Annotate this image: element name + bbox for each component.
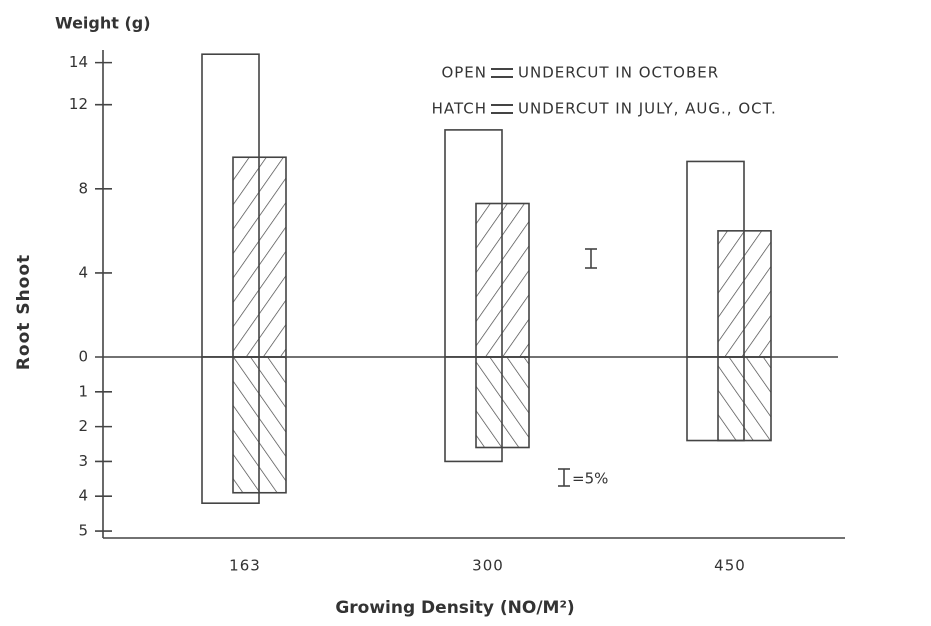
y-tick-label: 8 [78, 179, 88, 197]
y-label-top: Weight (g) [55, 14, 151, 33]
y-tick-label: 4 [78, 263, 88, 281]
x-tick-label: 300 [472, 557, 504, 575]
shoot-bar [475, 202, 530, 358]
shoot-bar [232, 156, 287, 358]
y-tick-label: 2 [78, 417, 88, 435]
y-tick-label: 4 [78, 487, 88, 505]
equals-sign [491, 68, 513, 78]
x-tick-label: 163 [229, 557, 261, 575]
y-tick-label: 3 [78, 452, 88, 470]
legend-description: UNDERCUT IN JULY, AUG., OCT. [518, 100, 777, 118]
y-tick-label: 14 [69, 53, 88, 71]
significance-bar [585, 248, 597, 269]
legend-name: OPEN [441, 64, 487, 82]
legend-description: UNDERCUT IN OCTOBER [518, 64, 719, 82]
shoot-bar [717, 230, 772, 358]
y-tick-label: 0 [78, 348, 88, 366]
legend-name: HATCH [432, 100, 487, 118]
root-bar [232, 356, 287, 494]
y-tick-label: 12 [69, 95, 88, 113]
y-label: Root Shoot [14, 254, 34, 370]
y-tick-label: 5 [78, 522, 88, 540]
x-tick-label: 450 [714, 557, 746, 575]
annotation: =5% [572, 470, 608, 488]
x-label: Growing Density (NO/M²) [335, 598, 574, 618]
equals-sign [491, 104, 513, 114]
y-tick-label: 1 [78, 382, 88, 400]
significance-bar [558, 468, 570, 487]
root-bar [717, 356, 772, 442]
root-bar [475, 356, 530, 449]
